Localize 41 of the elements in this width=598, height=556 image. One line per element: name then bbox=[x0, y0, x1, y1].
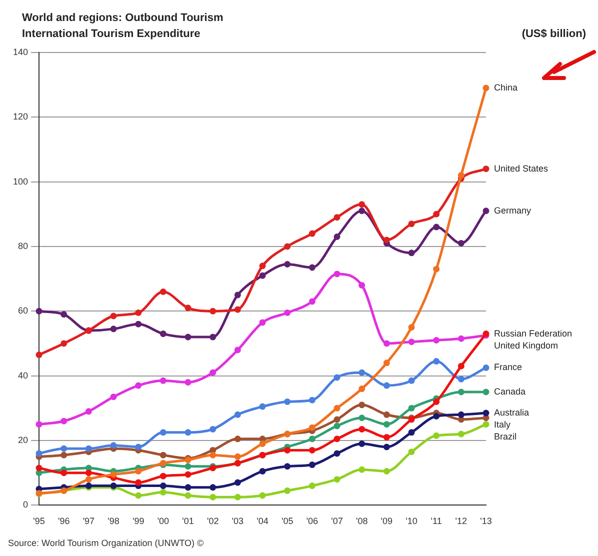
series-label: Canada bbox=[494, 386, 526, 396]
y-tick-label: 0 bbox=[23, 500, 28, 510]
chart-subtitle: International Tourism Expenditure bbox=[22, 28, 200, 40]
x-tick-label: '96 bbox=[58, 516, 70, 526]
x-tick-label: '13 bbox=[480, 516, 492, 526]
y-tick-label: 140 bbox=[12, 46, 28, 57]
y-tick-label: 80 bbox=[18, 240, 28, 251]
x-tick-label: '09 bbox=[380, 516, 393, 526]
source-note: Source: World Tourism Organization (UNWTO) © bbox=[8, 538, 204, 548]
x-tick-label: '00 bbox=[157, 516, 170, 526]
x-tick-label: '99 bbox=[132, 516, 144, 526]
y-tick-label: 40 bbox=[18, 370, 28, 380]
x-tick-label: '98 bbox=[108, 516, 120, 526]
series-label: France bbox=[494, 362, 522, 372]
x-tick-label: '95 bbox=[33, 516, 45, 526]
x-tick-label: '12 bbox=[455, 516, 468, 526]
series-label: United States bbox=[494, 163, 549, 174]
x-tick-label: '06 bbox=[306, 516, 318, 526]
x-tick-label: '07 bbox=[331, 516, 343, 526]
chart-title: World and regions: Outbound Tourism bbox=[22, 12, 224, 24]
series-label: Australia bbox=[494, 408, 530, 418]
y-axis-title: (US$ billion) bbox=[522, 28, 586, 40]
series-label: United Kingdom bbox=[494, 340, 558, 350]
x-tick-label: '05 bbox=[281, 516, 294, 526]
x-tick-label: '10 bbox=[406, 516, 418, 526]
y-tick-label: 20 bbox=[18, 435, 28, 445]
x-tick-label: '02 bbox=[206, 516, 219, 526]
y-tick-label: 120 bbox=[12, 112, 28, 122]
x-tick-label: '08 bbox=[356, 516, 368, 526]
x-tick-label: '97 bbox=[82, 516, 95, 526]
series-label: Germany bbox=[494, 205, 532, 216]
x-tick-label: '03 bbox=[232, 516, 244, 526]
series-label: Russian Federation bbox=[494, 328, 572, 338]
x-tick-label: '04 bbox=[256, 516, 268, 526]
y-tick-label: 60 bbox=[18, 306, 28, 316]
x-tick-label: '01 bbox=[182, 516, 194, 526]
x-tick-label: '11 bbox=[430, 516, 442, 526]
series-label: Brazil bbox=[494, 432, 517, 442]
series-label: China bbox=[494, 82, 518, 92]
series-label: Italy bbox=[494, 420, 512, 430]
y-tick-label: 100 bbox=[12, 176, 28, 186]
